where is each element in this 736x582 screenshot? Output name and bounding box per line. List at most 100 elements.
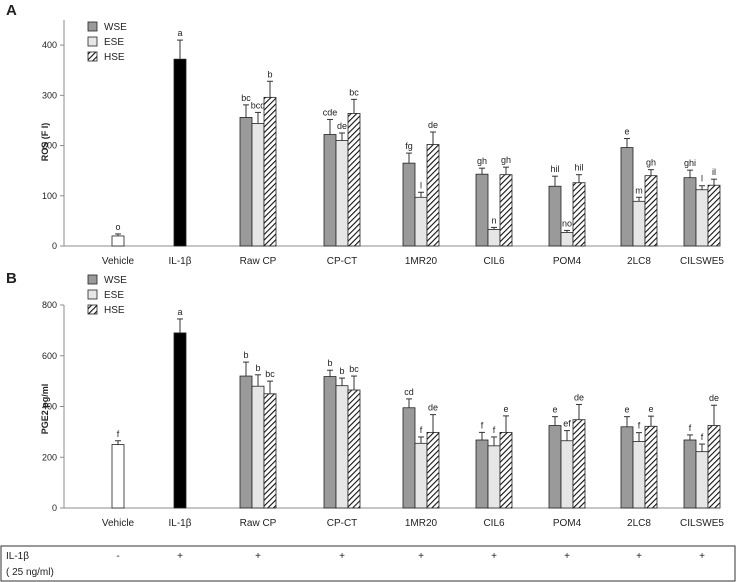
panel-a-legend-swatch-wse <box>87 21 98 32</box>
panel-a-ytick-label: 400 <box>42 40 57 50</box>
panel-a-wse-sig-label: cde <box>323 107 338 117</box>
panel-a-ese-sig-label: n <box>491 215 496 225</box>
panel-b-legend-label-wse: WSE <box>104 275 127 286</box>
treatment-mark: + <box>636 551 642 562</box>
panel-a-chart: 0 100 200 300 400 Vehicle IL-1β Raw CP CP-CT 1MR2… <box>42 20 724 267</box>
panel-a-hse-bar <box>426 144 440 247</box>
panel-b-ytick-label: 400 <box>42 402 57 412</box>
panel-b-hse-bar <box>426 431 440 509</box>
panel-b-ese-sig-label: b <box>255 363 260 373</box>
panel-b-hse-sig-label: e <box>648 404 653 414</box>
panel-a-legend-swatch-ese <box>87 36 98 47</box>
treatment-mark: + <box>491 551 497 562</box>
panel-b-vehicle-bar <box>111 444 125 509</box>
panel-b-category-label: IL-1β <box>169 518 192 529</box>
panel-b-hse-sig-label: de <box>428 403 438 413</box>
panel-a-hse-sig-label: gh <box>646 158 656 168</box>
panel-b-category-label: CP-CT <box>327 518 358 529</box>
panel-a-wse-sig-label: fg <box>405 141 413 151</box>
panel-b-ese-sig-label: ef <box>563 419 571 429</box>
panel-b-category-label: Raw CP <box>240 518 277 529</box>
panel-a-legend-label-wse: WSE <box>104 22 127 33</box>
panel-a-wse-bar <box>620 147 634 247</box>
panel-b-legend-swatch-ese <box>87 289 98 300</box>
panel-b-il1b-sig-label: a <box>177 307 182 317</box>
panel-a-wse-bar <box>402 162 416 247</box>
panel-a-hse-bar <box>263 96 277 247</box>
panel-a-vehicle-sig-label: o <box>115 222 120 232</box>
panel-a-ytick-label: 300 <box>42 90 57 100</box>
treatment-mark: + <box>699 551 705 562</box>
panel-a-category-label: CILSWE5 <box>680 256 724 267</box>
panel-a-ese-sig-label: de <box>337 121 347 131</box>
panel-a-ese-bar <box>335 140 349 247</box>
panel-a-wse-sig-label: bc <box>241 93 251 103</box>
panel-b-legend-label-hse: HSE <box>104 305 125 316</box>
panel-a-hse-sig-label: bc <box>349 87 359 97</box>
panel-a-ytick-label: 100 <box>42 191 57 201</box>
panel-a-ese-bar <box>560 232 574 247</box>
panel-a-category-label: IL-1β <box>169 256 192 267</box>
panel-b-wse-sig-label: cd <box>404 387 414 397</box>
panel-a-hse-bar <box>644 175 658 247</box>
panel-b-ese-bar <box>487 445 501 509</box>
panel-b-wse-bar <box>239 375 253 509</box>
panel-b-wse-sig-label: f <box>481 420 484 430</box>
panel-b-hse-bar <box>644 425 658 509</box>
panel-b-ytick-label: 200 <box>42 452 57 462</box>
panel-b-hse-bar <box>347 389 361 509</box>
panel-b-wse-bar <box>323 376 337 509</box>
panel-b-ytick-label: 0 <box>52 503 57 513</box>
panel-b-il1b-bar <box>173 332 187 509</box>
treatment-table-border <box>0 545 736 582</box>
treatment-marks: - + + + + + + + + <box>116 551 705 562</box>
treatment-row-sublabel: ( 25 ng/ml) <box>6 567 54 578</box>
panel-a-vehicle-bar <box>111 235 125 247</box>
panel-b-wse-bar <box>683 439 697 509</box>
panel-a-legend-swatch-hse <box>87 51 98 62</box>
panel-b-chart: 0 200 400 600 800 Vehicle IL-1β Raw CP CP-CT 1MR2… <box>42 274 724 529</box>
panel-b-ese-sig-label: f <box>420 425 423 435</box>
panel-a-wse-sig-label: e <box>624 127 629 137</box>
panel-a-hse-bar <box>572 182 586 247</box>
panel-b-wse-bar <box>620 426 634 509</box>
panel-b-category-label: CIL6 <box>483 518 505 529</box>
panel-b-wse-bar <box>475 439 489 509</box>
panel-a-ese-sig-label: l <box>701 174 703 184</box>
panel-a-ese-bar <box>414 196 428 247</box>
treatment-mark: - <box>116 551 119 562</box>
panel-b-wse-sig-label: b <box>243 350 248 360</box>
panel-b-ese-sig-label: f <box>638 421 641 431</box>
panel-b-ese-bar <box>414 442 428 509</box>
panel-b-category-label: Vehicle <box>102 518 135 529</box>
panel-a-legend-label-ese: ESE <box>104 37 124 48</box>
panel-b-category-label: CILSWE5 <box>680 518 724 529</box>
panel-a-ese-bar <box>632 200 646 247</box>
panel-b-legend-swatch-wse <box>87 274 98 285</box>
panel-b-ese-bar <box>560 440 574 509</box>
panel-a-label: A <box>6 2 17 19</box>
panel-a-hse-sig-label: de <box>428 120 438 130</box>
panel-b-hse-sig-label: bc <box>349 364 359 374</box>
panel-a-wse-bar <box>323 134 337 247</box>
panel-b-ese-sig-label: f <box>493 425 496 435</box>
panel-a-category-label: 1MR20 <box>405 256 438 267</box>
panel-a-ese-sig-label: bcd <box>251 100 266 110</box>
treatment-mark: + <box>339 551 345 562</box>
panel-a-hse-sig-label: gh <box>501 155 511 165</box>
panel-a-wse-bar <box>683 177 697 247</box>
panel-b-wse-sig-label: f <box>689 423 692 433</box>
panel-a-ese-sig-label: l <box>420 180 422 190</box>
treatment-mark: + <box>177 551 183 562</box>
panel-b-hse-sig-label: de <box>709 393 719 403</box>
panel-b-ese-bar <box>251 385 265 509</box>
panel-a-category-label: CP-CT <box>327 256 358 267</box>
panel-b-hse-sig-label: bc <box>265 369 275 379</box>
panel-b-ylabel: PGE2 pg/ml <box>40 384 50 435</box>
panel-b-wse-sig-label: b <box>327 358 332 368</box>
panel-a-wse-bar <box>239 117 253 247</box>
panel-a-ese-sig-label: no <box>562 218 572 228</box>
panel-b-legend-label-ese: ESE <box>104 290 124 301</box>
panel-b-label: B <box>6 270 17 287</box>
